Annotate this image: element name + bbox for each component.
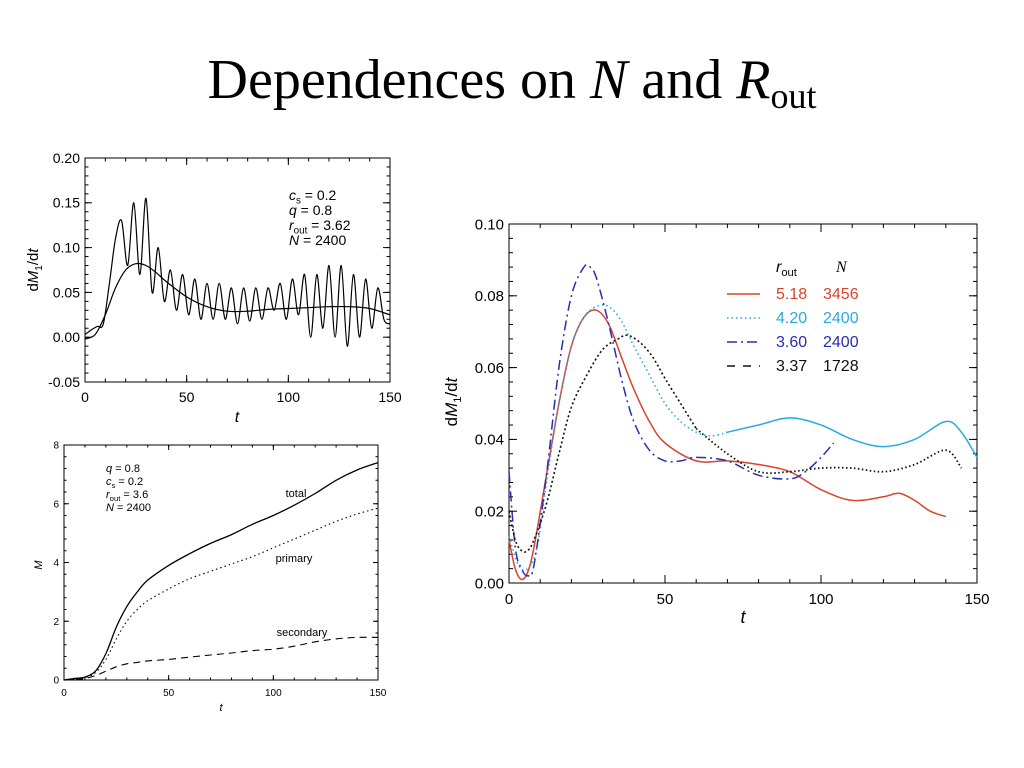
x-tick-label: 0 xyxy=(81,389,89,405)
y-axis-label: dM1/dt xyxy=(25,248,45,292)
chart-top-left: 0 50 100 150 -0.05 0.00 0.05 0.10 0.15 0.20 t dM1/d… xyxy=(25,150,402,426)
x-tick-label: 150 xyxy=(964,591,989,608)
series-line-oscillating xyxy=(84,197,391,347)
x-tick-label: 0 xyxy=(61,688,67,699)
y-tick-label: 0.06 xyxy=(475,360,504,377)
legend-rout-value: 3.60 xyxy=(776,334,807,351)
y-tick-label: 0.15 xyxy=(53,195,80,211)
legend-header-rout: rout xyxy=(776,259,798,279)
series-label-total: total xyxy=(286,488,307,500)
x-tick-label: 100 xyxy=(277,389,301,405)
y-tick-label: 0.04 xyxy=(475,432,504,449)
annotation-line: cs = 0.2 xyxy=(106,476,143,490)
y-axis-label: dM1/dt xyxy=(442,376,464,426)
y-tick-label: 0.10 xyxy=(53,240,80,256)
x-tick-label: 50 xyxy=(657,591,674,608)
x-tick-label: 100 xyxy=(808,591,833,608)
y-tick-label: 4 xyxy=(53,558,59,569)
series-line-rout-3.37 xyxy=(695,427,963,475)
plot-frame xyxy=(508,223,978,584)
x-axis-label: t xyxy=(740,607,746,627)
series-line-secondary xyxy=(63,636,379,681)
x-axis-label: t xyxy=(219,702,223,714)
legend-n-value: 1728 xyxy=(823,358,859,375)
annotation-line: q = 0.8 xyxy=(106,463,140,475)
y-tick-label: 0.20 xyxy=(53,150,80,166)
x-axis-label: t xyxy=(235,409,240,426)
y-tick-label: 0.00 xyxy=(53,329,80,345)
title-r-symbol: R xyxy=(736,49,771,111)
annotation-line: q = 0.8 xyxy=(289,202,332,218)
annotation-line: N = 2400 xyxy=(106,502,151,514)
title-text: Dependences on xyxy=(207,49,577,111)
annotation-line: rout = 3.6 xyxy=(106,489,148,503)
y-tick-label: 0.05 xyxy=(53,284,80,300)
y-axis-label: M xyxy=(33,560,45,570)
x-tick-label: 100 xyxy=(265,688,282,699)
annotation-line: rout = 3.62 xyxy=(289,217,351,237)
x-tick-label: 150 xyxy=(370,688,387,699)
y-tick-label: 0 xyxy=(53,676,59,687)
x-tick-label: 50 xyxy=(179,389,195,405)
title-and-word: and xyxy=(641,49,723,111)
slide-title: Dependences on N and Rout xyxy=(0,52,1024,114)
chart-right: 0 50 100 150 0.00 0.02 0.04 0.06 0.08 0.10 5.18 345… xyxy=(442,216,990,627)
x-tick-label: 50 xyxy=(163,688,175,699)
series-line-smooth xyxy=(84,262,391,340)
y-tick-label: 0.00 xyxy=(475,575,504,592)
series-line-primary xyxy=(63,507,379,681)
legend-n-value: 2400 xyxy=(823,334,859,351)
y-tick-label: 2 xyxy=(53,617,59,628)
series-line-rout-3.37 xyxy=(508,334,697,553)
legend-rout-value: 3.37 xyxy=(776,358,807,375)
title-r-subscript: out xyxy=(770,76,817,116)
title-n-symbol: N xyxy=(590,49,628,111)
y-tick-label: 0.02 xyxy=(475,503,504,520)
series-line-rout-4.20 xyxy=(508,304,728,571)
y-tick-label: 8 xyxy=(53,441,59,452)
series-line-total xyxy=(63,461,379,681)
legend-header-n: N xyxy=(835,259,848,276)
legend-n-value: 2400 xyxy=(823,310,859,327)
chart-bottom-left: 0 50 100 150 0 2 4 6 8 total primary secondary t M xyxy=(33,441,387,715)
y-tick-label: 0.08 xyxy=(475,288,504,305)
annotation-line: cs = 0.2 xyxy=(289,187,337,207)
y-tick-label: -0.05 xyxy=(48,374,80,390)
y-tick-label: 6 xyxy=(53,499,59,510)
legend-n-value: 3456 xyxy=(823,286,859,303)
series-label-secondary: secondary xyxy=(277,627,328,639)
annotation-line: N = 2400 xyxy=(289,232,346,248)
series-line-rout-4.20 xyxy=(727,417,978,458)
series-line-rout-5.18 xyxy=(508,309,947,581)
y-tick-label: 0.10 xyxy=(475,216,504,233)
x-tick-label: 0 xyxy=(505,591,513,608)
series-line-rout-3.60 xyxy=(508,263,835,578)
legend-rout-value: 5.18 xyxy=(776,286,807,303)
x-tick-label: 150 xyxy=(378,389,402,405)
legend-rout-value: 4.20 xyxy=(776,310,807,327)
plot-frame xyxy=(84,157,391,383)
series-label-primary: primary xyxy=(276,553,313,565)
